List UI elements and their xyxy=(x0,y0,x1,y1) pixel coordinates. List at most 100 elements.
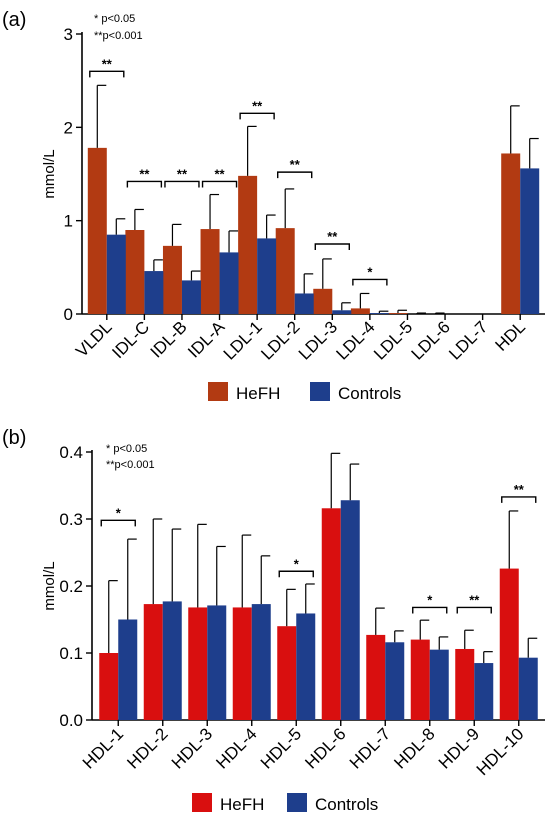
significance-marker: * xyxy=(294,556,300,571)
bar-hefh-hdl-3 xyxy=(188,607,208,720)
bar-hefh-ldl-5 xyxy=(388,313,408,314)
legend-swatch-controls xyxy=(287,793,307,812)
bar-controls-hdl-5 xyxy=(296,613,316,720)
bar-hefh-idl-a xyxy=(200,229,220,314)
x-tick-label: HDL-7 xyxy=(346,724,394,772)
significance-marker: ** xyxy=(514,482,525,497)
bar-controls-vldl xyxy=(106,234,126,314)
legend-label-controls: Controls xyxy=(338,384,401,403)
bar-controls-hdl-6 xyxy=(340,500,360,720)
panel-label: (b) xyxy=(2,427,26,449)
x-tick-label: LDL-7 xyxy=(445,317,491,363)
bar-controls-ldl-3 xyxy=(332,310,352,314)
bar-controls-hdl-10 xyxy=(518,657,538,720)
legend-label-hefh: HeFH xyxy=(236,384,280,403)
x-tick-label: LDL-1 xyxy=(220,317,266,363)
bar-hefh-hdl xyxy=(501,153,521,314)
bar-hefh-hdl-6 xyxy=(321,508,341,720)
significance-bracket xyxy=(278,570,314,578)
significance-marker: * xyxy=(116,505,122,520)
bar-controls-ldl-4 xyxy=(369,313,389,314)
significance-bracket xyxy=(314,243,350,250)
bar-hefh-hdl-1 xyxy=(99,653,119,720)
significance-bracket xyxy=(412,606,448,614)
legend: HeFH Controls xyxy=(192,793,378,814)
panel-label: (a) xyxy=(2,9,26,31)
bar-hefh-hdl-4 xyxy=(232,607,252,720)
y-tick-label: 0.0 xyxy=(59,711,83,730)
significance-note: **p<0.001 xyxy=(106,459,155,471)
bar-hefh-idl-b xyxy=(162,245,182,314)
bar-hefh-hdl-5 xyxy=(277,626,297,720)
x-tick-label: HDL-1 xyxy=(79,724,127,772)
significance-bracket xyxy=(501,496,537,503)
x-tick-label: IDL-B xyxy=(147,317,191,361)
bar-controls-hdl-3 xyxy=(207,605,227,720)
bar-controls-hdl-4 xyxy=(251,604,271,720)
bar-hefh-vldl xyxy=(87,147,107,314)
significance-note: * p<0.05 xyxy=(94,13,135,25)
bar-hefh-hdl-7 xyxy=(366,634,386,720)
bar-controls-hdl-8 xyxy=(429,649,449,720)
bar-controls-hdl-1 xyxy=(118,619,138,720)
significance-note: * p<0.05 xyxy=(106,443,147,455)
x-tick-label: HDL-8 xyxy=(390,724,438,772)
significance-bracket xyxy=(126,180,163,188)
bar-hefh-hdl-8 xyxy=(410,639,430,720)
y-tick-label: 3 xyxy=(64,25,73,44)
chart-panel-b: (b) * p<0.05 **p<0.001 mmol/L 0.0 0.1 0.2 0.3 0.… xyxy=(2,427,545,814)
bar-controls-hdl xyxy=(520,168,540,314)
bar-controls-hdl-9 xyxy=(474,663,494,720)
chart-panel-a: (a) * p<0.05**p<0.001mmol/L0123VLDLIDL-CI… xyxy=(2,9,545,403)
x-tick-label: LDL-4 xyxy=(333,317,379,363)
bar-controls-hdl-7 xyxy=(385,642,405,720)
significance-bracket xyxy=(201,180,238,188)
y-tick-label: 0.2 xyxy=(59,577,83,596)
y-axis-label: mmol/L xyxy=(41,561,58,610)
significance-marker: ** xyxy=(214,166,225,181)
x-tick-label: HDL-6 xyxy=(301,724,349,772)
legend-label-hefh: HeFH xyxy=(220,795,264,814)
bar-controls-idl-b xyxy=(181,280,201,314)
x-tick-label: HDL-2 xyxy=(123,724,171,772)
x-tick-label: HDL-5 xyxy=(257,724,305,772)
bar-hefh-ldl-2 xyxy=(275,228,295,314)
x-tick-label: LDL-5 xyxy=(370,317,416,363)
bar-controls-idl-a xyxy=(219,252,239,314)
bar-controls-hdl-2 xyxy=(162,601,182,720)
legend-swatch-hefh xyxy=(208,382,228,401)
significance-marker: ** xyxy=(252,98,263,113)
significance-bracket xyxy=(89,70,125,78)
legend-swatch-controls xyxy=(310,382,330,401)
legend-swatch-hefh xyxy=(192,793,212,812)
x-tick-label: LDL-2 xyxy=(257,317,303,363)
y-tick-label: 0.4 xyxy=(59,443,83,462)
legend: HeFH Controls xyxy=(208,382,401,403)
significance-note: **p<0.001 xyxy=(94,30,143,42)
significance-marker: * xyxy=(367,264,373,279)
x-tick-label: HDL-3 xyxy=(168,724,216,772)
y-tick-label: 0.3 xyxy=(59,510,83,529)
significance-marker: ** xyxy=(177,166,188,181)
x-tick-label: HDL xyxy=(492,317,529,354)
x-tick-label: LDL-3 xyxy=(295,317,341,363)
bar-hefh-ldl-4 xyxy=(350,308,370,314)
y-tick-label: 0.1 xyxy=(59,644,83,663)
bar-controls-ldl-1 xyxy=(257,238,277,314)
bar-hefh-ldl-3 xyxy=(313,288,333,314)
bar-controls-idl-c xyxy=(144,271,164,314)
x-tick-label: IDL-C xyxy=(108,317,153,362)
y-tick-label: 2 xyxy=(64,118,73,137)
y-tick-label: 0 xyxy=(64,305,73,324)
x-tick-label: IDL-A xyxy=(184,317,229,362)
bar-controls-ldl-2 xyxy=(294,293,314,314)
significance-bracket xyxy=(239,112,275,120)
x-tick-label: HDL-10 xyxy=(473,724,528,779)
bar-hefh-ldl-1 xyxy=(238,175,258,314)
significance-marker: ** xyxy=(139,166,150,181)
y-axis-label: mmol/L xyxy=(41,149,58,198)
y-tick-label: 1 xyxy=(64,212,73,231)
significance-marker: ** xyxy=(469,592,480,607)
significance-bracket xyxy=(456,606,492,614)
